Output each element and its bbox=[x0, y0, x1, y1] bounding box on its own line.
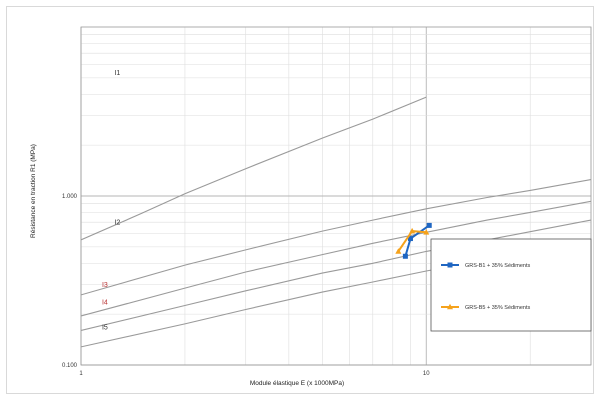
tick-labels: 1 10 0.100 1.000 bbox=[62, 194, 430, 377]
y-axis-label: Résistance en traction R1 (MPa) bbox=[30, 144, 37, 238]
curve-label-i4: I4 bbox=[102, 300, 108, 307]
series-line-2 bbox=[397, 230, 427, 252]
legend-box bbox=[430, 238, 592, 332]
reference-curve-i1 bbox=[81, 96, 427, 241]
y-tick-label: 1.000 bbox=[62, 194, 78, 200]
x-axis-label: Module élastique E (x 1000MPa) bbox=[250, 380, 344, 387]
reference-curve-i3 bbox=[81, 200, 591, 317]
legend-marker-2 bbox=[447, 303, 453, 310]
x-tick-label: 10 bbox=[423, 371, 430, 377]
y-tick-label: 0.100 bbox=[62, 363, 78, 369]
data-series bbox=[395, 222, 432, 259]
legend: GRS-B1 + 35% Sédiments GRS-B5 + 35% Sédim… bbox=[430, 238, 592, 332]
series-2-point bbox=[423, 229, 430, 235]
series-1-point bbox=[402, 253, 408, 259]
series-2-point bbox=[395, 248, 402, 254]
legend-marker-1 bbox=[447, 262, 453, 268]
reference-curve-i4 bbox=[81, 219, 591, 332]
legend-label-1: GRS-B1 + 35% Sédiments bbox=[465, 263, 531, 269]
curve-label-i1: I1 bbox=[114, 70, 120, 77]
series-1-point bbox=[426, 222, 432, 228]
series-1-point bbox=[407, 236, 413, 242]
reference-curves bbox=[81, 96, 591, 348]
reference-curve-labels: I1 I2 I3 I4 I5 bbox=[102, 70, 120, 332]
curve-label-i3: I3 bbox=[102, 282, 108, 289]
series-2-point bbox=[409, 227, 416, 234]
reference-curve-i2 bbox=[81, 179, 591, 296]
curve-label-i5: I5 bbox=[102, 325, 108, 332]
legend-label-2: GRS-B5 + 35% Sédiments bbox=[465, 305, 531, 311]
plot-area-border bbox=[80, 26, 592, 366]
curve-label-i2: I2 bbox=[114, 219, 120, 226]
chart-frame: I1 I2 I3 I4 I5 1 10 0.100 1.000 Module élastiqu… bbox=[6, 6, 594, 394]
x-tick-label: 1 bbox=[79, 371, 83, 377]
chart-svg: I1 I2 I3 I4 I5 1 10 0.100 1.000 Module élastiqu… bbox=[30, 26, 592, 387]
